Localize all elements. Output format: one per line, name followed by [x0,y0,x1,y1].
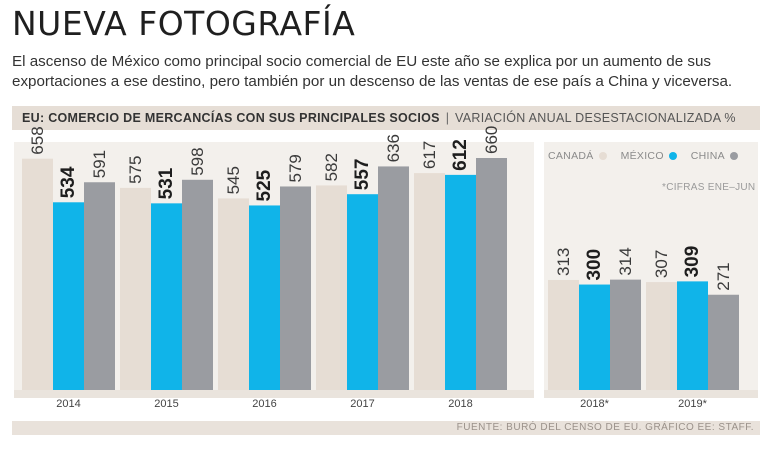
data-label-china-2018*: 314 [616,247,635,275]
chart-axis-band [14,390,534,398]
chart-legend: CANADÁ MÉXICO CHINA [548,150,738,162]
bar-canadá-2018* [548,279,579,390]
legend-item-canada: CANADÁ [548,150,607,162]
data-label-canadá-2018*: 313 [554,248,573,276]
x-tick-label-2016: 2016 [252,398,276,410]
data-label-canadá-2014: 658 [28,126,47,154]
x-tick-label-2015: 2015 [154,398,178,410]
chart-title: NUEVA FOTOGRAFÍA [12,4,356,43]
bar-china-2016 [280,186,311,390]
legend-label-mexico: MÉXICO [620,150,664,162]
data-label-méxico-2016: 525 [254,169,275,201]
bar-china-2014 [84,182,115,390]
x-tick-label-2018: 2018 [448,398,472,410]
bar-méxico-2016 [249,205,280,390]
data-label-china-2018: 660 [482,126,501,154]
bar-méxico-2018 [445,174,476,390]
data-label-méxico-2019*: 309 [682,246,703,278]
data-label-china-2017: 636 [384,134,403,162]
bar-canadá-2015 [120,187,151,390]
chart-axis-band [544,390,758,398]
x-tick-label-2014: 2014 [56,398,80,410]
bar-china-2018* [610,279,641,390]
x-tick-label-2019*: 2019* [678,398,707,410]
chart-subtitle: El ascenso de México como principal soci… [12,53,733,90]
bar-china-2015 [182,179,213,390]
bar-canadá-2019* [646,282,677,390]
bar-canadá-2016 [218,198,249,390]
chart-note: *CIFRAS ENE–JUN [662,182,756,193]
legend-label-china: CHINA [690,150,725,162]
data-label-méxico-2018*: 300 [584,249,605,281]
bar-méxico-2015 [151,203,182,390]
header-sub-label: VARIACIÓN ANUAL DESESTACIONALIZADA % [455,111,736,125]
data-label-canadá-2015: 575 [126,156,145,184]
legend-item-china: CHINA [691,150,738,162]
data-label-china-2014: 591 [90,150,109,178]
header-main-label: EU: COMERCIO DE MERCANCÍAS CON SUS PRINC… [22,111,440,125]
chart-source: FUENTE: BURÓ DEL CENSO DE EU. GRÁFICO EE… [456,422,754,433]
data-label-china-2016: 579 [286,154,305,182]
bar-méxico-2018* [579,284,610,390]
x-tick-label-2018*: 2018* [580,398,609,410]
data-label-méxico-2014: 534 [58,166,79,198]
data-label-canadá-2017: 582 [322,153,341,181]
bar-china-2018 [476,158,507,390]
footer-bar [12,421,760,435]
x-tick-label-2017: 2017 [350,398,374,410]
bar-china-2017 [378,166,409,390]
data-label-china-2019*: 271 [714,262,733,290]
legend-swatch-china [729,152,738,160]
legend-item-mexico: MÉXICO [621,150,677,162]
header-separator: | [445,111,450,125]
chart-header-bar: EU: COMERCIO DE MERCANCÍAS CON SUS PRINC… [12,106,760,130]
data-label-canadá-2019*: 307 [652,250,671,278]
bar-canadá-2014 [22,158,53,390]
data-label-méxico-2015: 531 [156,167,177,199]
bar-china-2019* [708,294,739,390]
bar-méxico-2019* [677,281,708,390]
data-label-canadá-2016: 545 [224,166,243,194]
bar-canadá-2018 [414,173,445,390]
bar-canadá-2017 [316,185,347,390]
legend-swatch-mexico [668,152,677,160]
legend-swatch-canada [598,152,607,160]
legend-label-canada: CANADÁ [548,150,594,162]
bar-méxico-2014 [53,202,84,390]
data-label-china-2015: 598 [188,147,207,175]
data-label-méxico-2017: 557 [352,159,373,191]
data-label-méxico-2018: 612 [450,139,471,171]
bar-méxico-2017 [347,194,378,390]
data-label-canadá-2018: 617 [420,141,439,169]
